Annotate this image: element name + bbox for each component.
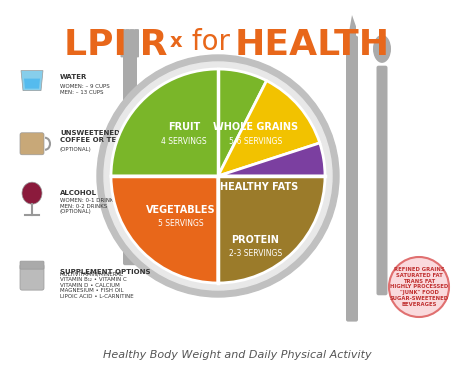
Polygon shape bbox=[21, 71, 43, 91]
FancyBboxPatch shape bbox=[129, 29, 135, 58]
Text: 5-6 SERVINGS: 5-6 SERVINGS bbox=[229, 137, 282, 146]
Text: 5 SERVINGS: 5 SERVINGS bbox=[158, 219, 203, 228]
Ellipse shape bbox=[22, 182, 42, 204]
Text: WATER: WATER bbox=[60, 74, 87, 80]
Ellipse shape bbox=[373, 35, 391, 63]
FancyBboxPatch shape bbox=[120, 29, 126, 58]
FancyBboxPatch shape bbox=[20, 261, 44, 269]
Circle shape bbox=[389, 257, 449, 317]
Text: WOMEN: 0-1 DRINK
MEN: 0-2 DRINKS
(OPTIONAL): WOMEN: 0-1 DRINK MEN: 0-2 DRINKS (OPTION… bbox=[60, 198, 113, 214]
Text: VEGETABLES: VEGETABLES bbox=[146, 205, 215, 215]
FancyBboxPatch shape bbox=[376, 66, 388, 295]
Text: REFINED GRAINS
SATURATED FAT
TRANS FAT
HIGHLY PROCESSED
"JUNK" FOOD
SUGAR-SWEETE: REFINED GRAINS SATURATED FAT TRANS FAT H… bbox=[390, 267, 448, 307]
FancyBboxPatch shape bbox=[125, 29, 130, 58]
Wedge shape bbox=[111, 176, 218, 283]
Polygon shape bbox=[24, 79, 40, 89]
Text: 2-3 SERVINGS: 2-3 SERVINGS bbox=[229, 249, 282, 258]
FancyBboxPatch shape bbox=[346, 36, 358, 321]
Circle shape bbox=[104, 62, 332, 290]
Text: HEALTHY FATS: HEALTHY FATS bbox=[220, 182, 299, 192]
FancyBboxPatch shape bbox=[134, 29, 139, 58]
Text: SUPPLEMENT OPTIONS: SUPPLEMENT OPTIONS bbox=[60, 269, 151, 275]
Polygon shape bbox=[348, 15, 356, 38]
Wedge shape bbox=[111, 69, 266, 176]
Text: PROTEIN: PROTEIN bbox=[232, 235, 280, 245]
Text: ALCOHOL: ALCOHOL bbox=[60, 190, 97, 196]
Text: (OPTIONAL): (OPTIONAL) bbox=[60, 147, 92, 152]
Text: 4 SERVINGS: 4 SERVINGS bbox=[162, 137, 207, 146]
Wedge shape bbox=[218, 176, 325, 283]
Text: FRUIT: FRUIT bbox=[168, 122, 201, 132]
Text: UNSWEETENED
COFFEE OR TEA: UNSWEETENED COFFEE OR TEA bbox=[60, 130, 122, 143]
Text: x: x bbox=[170, 32, 182, 51]
Wedge shape bbox=[218, 143, 325, 176]
Circle shape bbox=[97, 55, 339, 297]
FancyBboxPatch shape bbox=[20, 133, 44, 155]
Text: HEALTH: HEALTH bbox=[235, 28, 390, 62]
Text: WHOLE GRAINS: WHOLE GRAINS bbox=[213, 122, 298, 132]
Text: LPI R: LPI R bbox=[64, 28, 168, 62]
Wedge shape bbox=[218, 81, 320, 176]
Text: WOMEN: – 9 CUPS
MEN: – 13 CUPS: WOMEN: – 9 CUPS MEN: – 13 CUPS bbox=[60, 84, 110, 95]
FancyBboxPatch shape bbox=[123, 55, 137, 265]
Text: MULTIVITAMIN/MINERAL
VITAMIN B₁₂ • VITAMIN C
VITAMIN D • CALCIUM
MAGNESIUM • FIS: MULTIVITAMIN/MINERAL VITAMIN B₁₂ • VITAM… bbox=[60, 271, 134, 299]
Text: Healthy Body Weight and Daily Physical Activity: Healthy Body Weight and Daily Physical A… bbox=[103, 350, 371, 360]
FancyBboxPatch shape bbox=[20, 264, 44, 290]
Text: for: for bbox=[183, 28, 239, 56]
